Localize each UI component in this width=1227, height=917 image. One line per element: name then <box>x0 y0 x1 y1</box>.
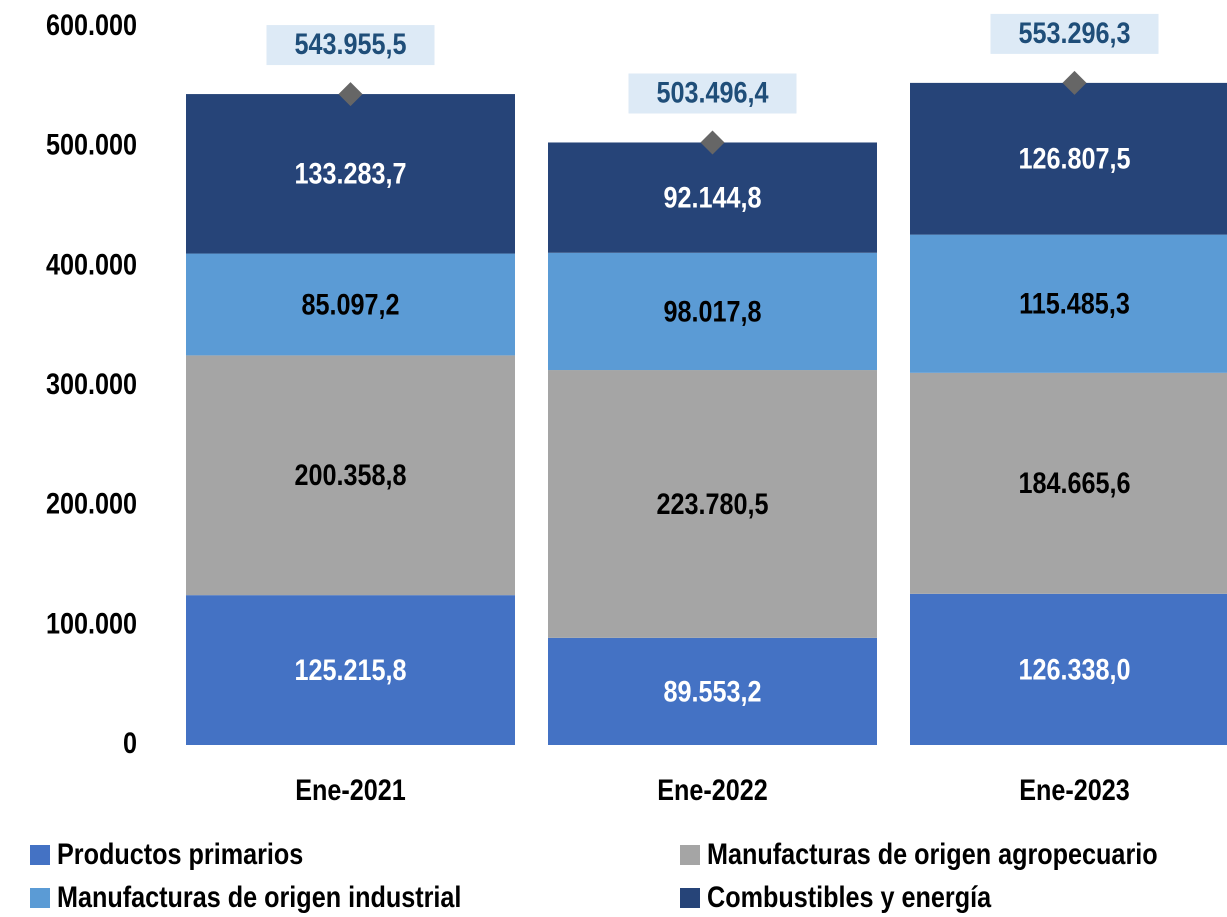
bar-segment <box>910 234 1227 373</box>
total-label-box <box>990 13 1159 54</box>
legend-label: Manufacturas de origen agropecuario <box>707 837 1158 871</box>
y-tick-label: 600.000 <box>46 8 137 42</box>
legend-swatch <box>680 888 700 908</box>
data-label: 126.338,0 <box>1018 652 1130 686</box>
data-label: 133.283,7 <box>294 157 406 191</box>
data-label: 89.553,2 <box>663 674 761 708</box>
legend-swatch <box>680 845 700 865</box>
y-tick-label: 0 <box>123 726 137 760</box>
total-label-box <box>266 25 435 66</box>
y-tick-label: 100.000 <box>46 606 137 640</box>
bar-segment <box>548 252 877 371</box>
total-label: 543.955,5 <box>294 27 406 61</box>
bar-segment <box>186 253 515 356</box>
data-label: 125.215,8 <box>294 653 406 687</box>
bar-segment <box>548 142 877 253</box>
x-tick-label: Ene-2023 <box>1019 773 1130 807</box>
total-marker <box>1062 70 1087 95</box>
y-tick-label: 400.000 <box>46 247 137 281</box>
y-tick-label: 300.000 <box>46 367 137 401</box>
bar-segment <box>910 372 1227 594</box>
bar-segment <box>910 82 1227 235</box>
bar-segment <box>186 355 515 596</box>
data-label: 200.358,8 <box>294 458 406 492</box>
total-label-box <box>628 73 797 114</box>
data-label: 98.017,8 <box>663 294 761 328</box>
data-label: 126.807,5 <box>1018 142 1130 176</box>
data-label: 184.665,6 <box>1018 466 1130 500</box>
legend-label: Productos primarios <box>57 837 303 871</box>
data-label: 115.485,3 <box>1019 287 1130 321</box>
legend-label: Combustibles y energía <box>707 880 992 914</box>
y-tick-label: 500.000 <box>46 128 137 162</box>
x-tick-label: Ene-2022 <box>657 773 768 807</box>
data-label: 92.144,8 <box>663 180 761 214</box>
total-marker <box>700 130 725 155</box>
bar-segment <box>548 637 877 745</box>
total-label: 553.296,3 <box>1018 16 1130 50</box>
legend-swatch <box>30 888 50 908</box>
x-tick-label: Ene-2021 <box>295 773 406 807</box>
y-tick-label: 200.000 <box>46 487 137 521</box>
bar-segment <box>910 593 1227 745</box>
bar-segment <box>186 94 515 254</box>
bar-segment <box>186 595 515 745</box>
total-label: 503.496,4 <box>656 75 769 109</box>
bar-segment <box>548 370 877 638</box>
data-label: 85.097,2 <box>301 287 399 321</box>
data-label: 223.780,5 <box>656 487 768 521</box>
legend-label: Manufacturas de origen industrial <box>57 880 461 914</box>
legend-swatch <box>30 845 50 865</box>
total-marker <box>338 82 363 107</box>
